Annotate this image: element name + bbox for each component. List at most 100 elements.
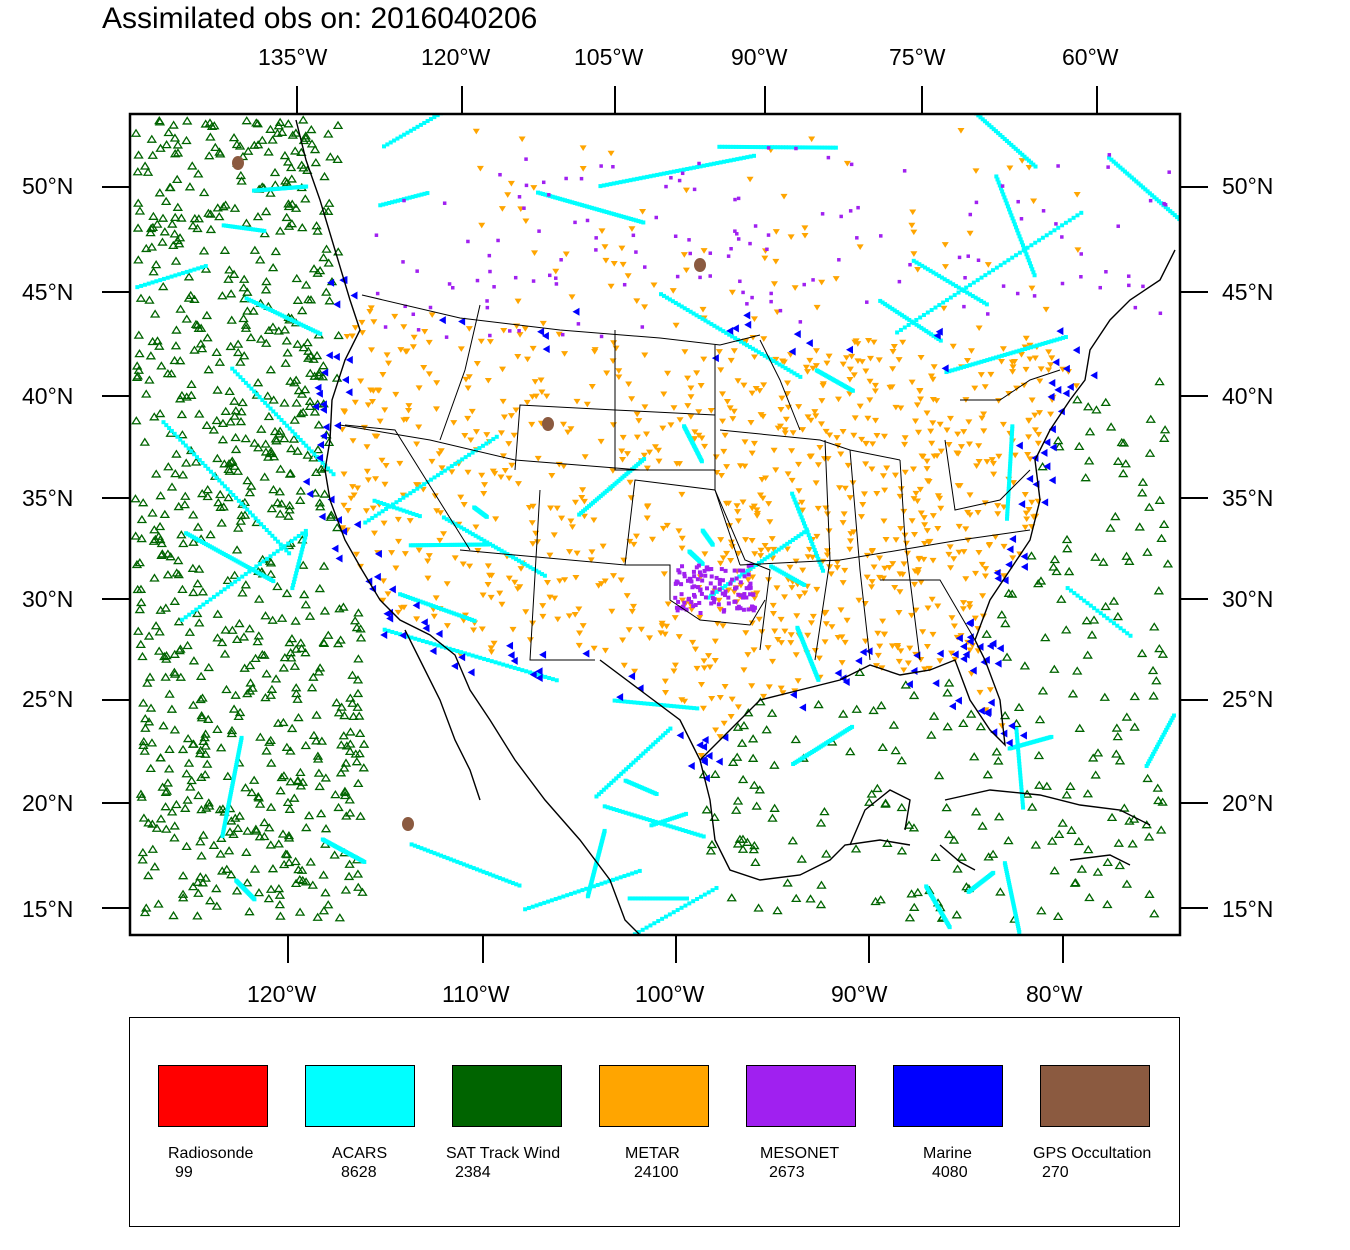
obs-marker xyxy=(312,402,320,411)
obs-marker xyxy=(291,688,302,698)
obs-marker xyxy=(786,145,791,150)
obs-marker xyxy=(887,305,892,310)
obs-marker xyxy=(534,539,542,545)
obs-marker xyxy=(1015,738,1020,743)
obs-marker xyxy=(257,135,268,144)
obs-marker xyxy=(888,643,896,649)
obs-marker xyxy=(715,757,723,766)
obs-marker xyxy=(160,196,172,206)
obs-marker xyxy=(1011,350,1016,355)
obs-marker xyxy=(239,501,244,506)
obs-marker xyxy=(203,208,214,217)
obs-marker xyxy=(236,577,241,582)
obs-marker xyxy=(892,404,900,411)
obs-marker xyxy=(1020,802,1025,807)
obs-marker xyxy=(1166,723,1171,728)
obs-marker xyxy=(177,272,182,277)
obs-marker xyxy=(177,584,188,594)
obs-marker xyxy=(573,220,577,225)
obs-marker xyxy=(987,849,999,858)
obs-marker xyxy=(226,223,231,228)
obs-marker xyxy=(578,494,586,501)
obs-marker xyxy=(143,870,154,880)
obs-marker xyxy=(428,641,433,646)
obs-marker xyxy=(1105,616,1110,621)
obs-marker xyxy=(1007,466,1012,471)
obs-marker xyxy=(247,683,258,692)
obs-marker xyxy=(989,460,997,467)
obs-marker xyxy=(364,402,372,408)
obs-marker xyxy=(812,480,820,487)
obs-marker xyxy=(462,615,467,620)
obs-marker xyxy=(465,326,473,332)
obs-marker xyxy=(966,492,974,498)
obs-marker xyxy=(522,206,526,210)
obs-marker xyxy=(748,620,756,627)
obs-marker xyxy=(241,847,252,856)
obs-marker xyxy=(146,738,158,747)
obs-marker xyxy=(527,670,532,675)
obs-marker xyxy=(1088,753,1099,762)
obs-marker xyxy=(508,462,516,469)
obs-marker xyxy=(812,413,820,420)
obs-marker xyxy=(748,450,756,457)
obs-marker xyxy=(415,543,420,548)
obs-marker xyxy=(501,662,506,667)
obs-marker xyxy=(547,981,551,985)
obs-marker xyxy=(651,822,656,827)
obs-marker xyxy=(1011,219,1016,224)
obs-marker xyxy=(297,223,308,232)
obs-marker xyxy=(769,803,780,812)
obs-marker xyxy=(158,281,169,291)
obs-marker xyxy=(232,369,237,374)
obs-marker xyxy=(195,694,206,704)
obs-marker xyxy=(1032,273,1037,278)
obs-marker xyxy=(172,235,183,245)
obs-marker xyxy=(820,145,825,150)
obs-marker xyxy=(700,665,708,671)
obs-marker xyxy=(484,563,492,570)
obs-marker xyxy=(709,593,714,598)
obs-marker xyxy=(671,825,676,830)
obs-marker xyxy=(966,709,977,718)
obs-marker xyxy=(695,165,700,170)
obs-marker xyxy=(678,168,683,173)
obs-marker xyxy=(217,478,222,483)
obs-marker xyxy=(323,900,334,909)
obs-marker xyxy=(225,487,230,492)
obs-marker xyxy=(501,468,509,474)
obs-marker xyxy=(804,527,809,532)
obs-marker xyxy=(263,325,275,334)
obs-marker xyxy=(1082,650,1093,659)
obs-marker xyxy=(1008,464,1013,469)
obs-marker xyxy=(226,802,231,807)
obs-marker xyxy=(626,811,631,816)
obs-marker xyxy=(487,253,492,258)
obs-marker xyxy=(571,499,579,506)
obs-marker xyxy=(526,637,534,643)
obs-marker xyxy=(1111,159,1116,164)
obs-marker xyxy=(611,778,616,783)
obs-marker xyxy=(790,537,795,542)
obs-marker xyxy=(245,678,256,687)
obs-marker xyxy=(1072,591,1077,596)
obs-marker xyxy=(493,660,498,665)
obs-marker xyxy=(211,415,222,425)
obs-marker xyxy=(362,508,370,514)
obs-marker xyxy=(318,512,326,521)
obs-marker xyxy=(921,540,929,547)
obs-marker xyxy=(587,205,592,210)
obs-marker xyxy=(1114,860,1125,870)
obs-marker xyxy=(697,600,702,605)
obs-marker xyxy=(443,581,451,587)
obs-marker xyxy=(295,767,306,777)
obs-marker xyxy=(454,612,459,617)
obs-marker xyxy=(540,191,545,196)
obs-marker xyxy=(679,592,684,597)
obs-marker xyxy=(217,866,228,875)
obs-marker xyxy=(200,749,211,758)
obs-marker xyxy=(280,313,285,318)
obs-marker xyxy=(663,731,668,736)
obs-marker xyxy=(910,229,918,236)
obs-marker xyxy=(530,904,535,909)
